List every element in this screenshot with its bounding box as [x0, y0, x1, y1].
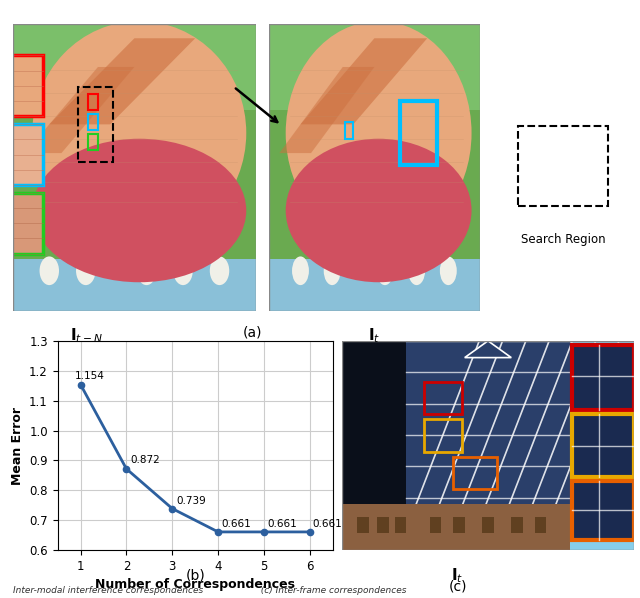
Bar	[88, 114, 98, 130]
Bar	[345, 122, 353, 139]
Bar	[88, 135, 98, 150]
Polygon shape	[49, 38, 195, 124]
Bar	[8, 193, 43, 254]
Ellipse shape	[440, 257, 457, 285]
Bar	[378, 517, 389, 533]
Bar	[79, 87, 113, 161]
Ellipse shape	[32, 139, 246, 282]
Bar	[13, 260, 256, 311]
Polygon shape	[301, 38, 428, 124]
Text: 0.661: 0.661	[268, 518, 297, 529]
Text: $\mathbf{I}_{t}$: $\mathbf{I}_{t}$	[451, 566, 464, 585]
Text: 0.872: 0.872	[130, 456, 160, 465]
Bar	[430, 517, 442, 533]
Text: (a): (a)	[243, 326, 262, 340]
Ellipse shape	[210, 257, 229, 285]
Ellipse shape	[285, 21, 472, 245]
Bar	[572, 481, 634, 539]
Bar	[88, 94, 98, 110]
Ellipse shape	[173, 257, 193, 285]
Ellipse shape	[32, 21, 246, 245]
Text: (c): (c)	[449, 579, 467, 593]
Bar	[357, 517, 369, 533]
Bar	[8, 56, 43, 116]
X-axis label: Number of Correspondences: Number of Correspondences	[95, 578, 295, 591]
Bar	[453, 457, 497, 489]
Text: Search Region: Search Region	[521, 233, 605, 246]
Bar	[511, 517, 523, 533]
Bar	[424, 382, 462, 414]
Text: 1.154: 1.154	[75, 371, 105, 380]
Ellipse shape	[324, 257, 340, 285]
Ellipse shape	[40, 257, 59, 285]
Bar	[395, 517, 406, 533]
Polygon shape	[342, 341, 406, 529]
Bar	[269, 24, 480, 110]
Bar	[482, 517, 494, 533]
Ellipse shape	[137, 257, 156, 285]
Bar	[400, 102, 436, 164]
Bar	[269, 260, 480, 311]
Bar	[8, 124, 43, 185]
Bar	[342, 341, 570, 529]
Text: 0.739: 0.739	[176, 496, 205, 506]
Text: $\mathbf{I}_{t-N}$: $\mathbf{I}_{t-N}$	[70, 326, 103, 344]
Bar	[518, 126, 608, 206]
Ellipse shape	[285, 139, 472, 282]
Bar	[453, 517, 465, 533]
Bar	[424, 419, 462, 452]
Text: 0.661: 0.661	[221, 518, 251, 529]
Ellipse shape	[408, 257, 425, 285]
Bar	[13, 24, 256, 110]
Polygon shape	[25, 67, 134, 153]
Text: Inter-modal interference correspondences                    (c) Inter-frame corr: Inter-modal interference correspondences…	[13, 586, 406, 595]
Bar	[572, 414, 634, 477]
Ellipse shape	[376, 257, 394, 285]
Text: (b): (b)	[186, 568, 205, 582]
Bar	[342, 504, 570, 550]
Bar	[572, 345, 634, 410]
Ellipse shape	[76, 257, 95, 285]
Y-axis label: Mean Error: Mean Error	[11, 407, 24, 484]
Ellipse shape	[292, 257, 309, 285]
Polygon shape	[280, 67, 374, 153]
Text: $\mathbf{I}_{t}$: $\mathbf{I}_{t}$	[368, 326, 381, 344]
Polygon shape	[465, 341, 511, 358]
Text: 0.661: 0.661	[312, 518, 342, 529]
Bar	[534, 517, 547, 533]
